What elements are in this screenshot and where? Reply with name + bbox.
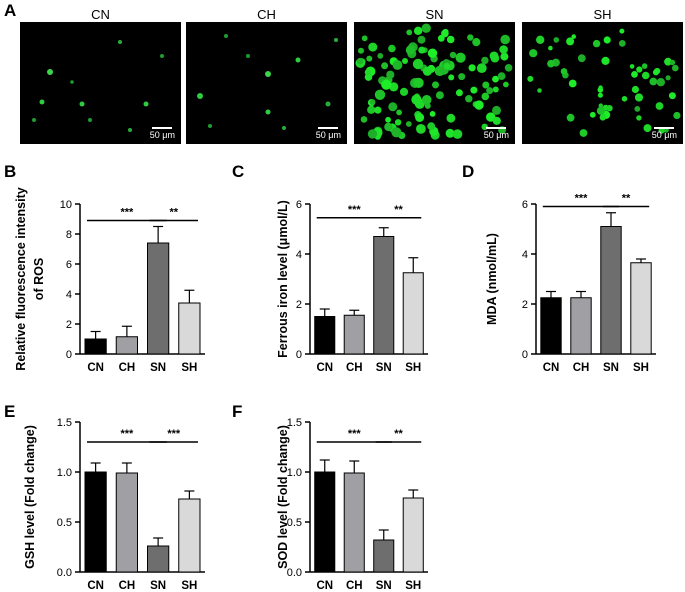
scale-bar-sn: 50 μm [483,127,509,140]
y-tick-label: 2 [66,319,72,331]
bar-ch [343,472,365,573]
y-axis-title: MDA (nmol/mL) [485,233,499,325]
x-tick-label: CH [573,362,590,374]
y-tick-label: 1.0 [57,467,72,479]
x-tick-label: CN [87,362,104,374]
y-tick-label: 6 [522,199,528,211]
significance-label: ** [394,428,403,440]
y-axis-title: SOD level (Fold change) [276,425,290,569]
x-tick-label: CH [119,580,136,592]
scale-bar-sh: 50 μm [651,127,677,140]
significance-label: ** [622,193,631,205]
x-tick-label: CN [316,362,333,374]
x-tick-label: CH [346,362,363,374]
x-tick-label: SH [633,362,649,374]
panel-label-e: E [4,402,16,421]
micrograph-cn: 50 μm [20,22,181,144]
x-tick-label: SN [603,362,619,374]
significance-label: *** [120,207,134,219]
x-tick-label: SN [376,580,392,592]
micrograph-sn: 50 μm [354,22,515,144]
x-tick-label: SN [376,362,392,374]
y-tick-label: 0 [522,349,528,361]
panel-label-d: D [462,162,475,181]
y-tick-label: 1.5 [287,417,302,429]
x-tick-label: SH [405,580,421,592]
micrograph-ch: 50 μm [186,22,347,144]
x-tick-label: CH [119,362,136,374]
cells-sh [527,28,681,137]
significance-label: *** [575,193,589,205]
significance-label: *** [120,428,134,440]
y-tick-label: 0 [296,349,302,361]
micro-label-cn: CN [91,7,110,22]
x-tick-label: SH [181,580,197,592]
y-tick-label: 2 [296,299,302,311]
y-axis-title: Relative fluorescence intensity [14,187,28,370]
panel-label-f: F [232,402,243,421]
y-tick-label: 1.5 [57,417,72,429]
y-tick-label: 4 [66,289,72,301]
significance-label: *** [348,204,362,216]
y-tick-label: 0.0 [287,567,302,579]
x-tick-label: CN [87,580,104,592]
y-tick-label: 10 [60,199,72,211]
micro-label-sn: SN [425,7,444,22]
y-tick-label: 0.5 [57,517,72,529]
x-tick-label: SN [150,362,166,374]
y-tick-label: 0 [66,349,72,361]
x-tick-label: SH [181,362,197,374]
y-tick-label: 1.0 [287,467,302,479]
y-tick-label: 8 [66,229,72,241]
bar-cn [314,471,336,573]
y-axis-title: GSH level (Fold change) [23,425,37,569]
micro-label-ch: CH [257,7,276,22]
significance-label: *** [348,428,362,440]
micrograph-sh: 50 μm [522,22,683,144]
bar-sh [402,497,424,573]
y-tick-label: 4 [522,249,528,261]
y-axis-title: of ROS [32,258,46,300]
y-axis-title: Ferrous iron level (μmol/L) [276,200,290,358]
y-tick-label: 0.0 [57,567,72,579]
y-tick-label: 6 [66,259,72,271]
y-tick-label: 4 [296,249,302,261]
micro-label-sh: SH [593,7,612,22]
y-tick-label: 0.5 [287,517,302,529]
significance-label: *** [167,428,181,440]
scale-bar-cn: 50 μm [149,127,175,140]
panel-label-b: B [4,162,17,181]
x-tick-label: CN [316,580,333,592]
x-tick-label: SN [150,580,166,592]
cells-cn [32,40,164,132]
x-tick-label: CH [346,580,363,592]
x-tick-label: CN [543,362,560,374]
scale-bar-ch: 50 μm [315,127,341,140]
significance-label: ** [394,204,403,216]
panel-label-c: C [232,162,245,181]
y-tick-label: 2 [522,299,528,311]
y-tick-label: 6 [296,199,302,211]
x-tick-label: SH [405,362,421,374]
panel-label-a: A [4,1,17,20]
cells-ch [197,34,338,130]
significance-label: ** [169,207,178,219]
bar-sn [373,539,395,573]
